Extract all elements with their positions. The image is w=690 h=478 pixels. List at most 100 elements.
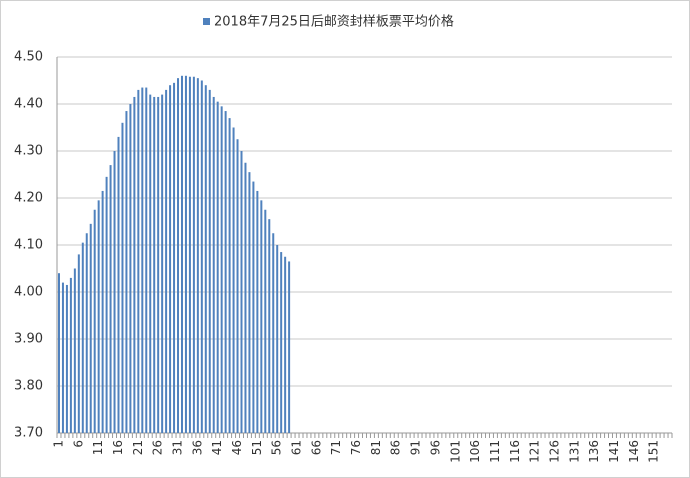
x-tick-label: 36 — [190, 440, 204, 455]
bar — [288, 261, 291, 433]
bar — [284, 256, 287, 433]
bar — [165, 89, 168, 434]
x-tick-label: 31 — [171, 440, 185, 455]
x-tick-label: 111 — [488, 440, 502, 463]
bar — [153, 96, 156, 433]
bar — [121, 122, 124, 434]
y-tick-label: 3.70 — [14, 426, 43, 441]
x-tick-label: 121 — [528, 440, 542, 463]
bar — [216, 101, 219, 434]
bar — [256, 190, 259, 433]
bar — [57, 273, 60, 433]
legend-swatch — [203, 18, 210, 25]
bar — [272, 233, 275, 433]
x-tick-label: 6 — [71, 440, 85, 448]
x-tick-label: 51 — [250, 440, 264, 455]
bar — [61, 282, 64, 433]
bar — [240, 151, 243, 433]
y-tick-label: 3.90 — [14, 332, 43, 347]
bar — [232, 127, 235, 433]
bar — [204, 85, 207, 433]
bar — [260, 200, 263, 433]
bar — [77, 254, 80, 433]
bar — [173, 82, 176, 433]
bar — [89, 223, 92, 433]
bar — [192, 76, 195, 434]
bar — [169, 85, 172, 433]
x-tick-label: 56 — [270, 440, 284, 455]
x-tick-label: 151 — [647, 440, 661, 463]
bar — [212, 96, 215, 433]
x-tick-label: 146 — [627, 440, 641, 463]
bar — [81, 242, 84, 433]
y-tick-label: 4.00 — [14, 285, 43, 300]
bar — [109, 165, 112, 433]
y-tick-label: 4.40 — [14, 97, 43, 112]
bar — [280, 252, 283, 433]
bar — [248, 172, 251, 433]
bar — [224, 111, 227, 434]
x-tick-label: 91 — [409, 440, 423, 455]
x-tick-label: 66 — [309, 440, 323, 455]
bar — [180, 75, 183, 434]
bar — [177, 78, 180, 434]
y-tick-label: 4.30 — [14, 144, 43, 159]
x-tick-label: 71 — [329, 440, 343, 455]
bar — [244, 162, 247, 433]
x-tick-label: 46 — [230, 440, 244, 455]
bar — [85, 233, 88, 433]
x-tick-label: 76 — [349, 440, 363, 455]
y-tick-label: 4.20 — [14, 191, 43, 206]
bar — [196, 78, 199, 434]
bar — [220, 106, 223, 433]
bar — [252, 181, 255, 433]
bar — [208, 89, 211, 434]
bar — [65, 284, 68, 433]
x-tick-label: 1 — [51, 440, 65, 448]
x-tick-label: 116 — [508, 440, 522, 463]
bar — [228, 118, 231, 433]
x-tick-label: 16 — [111, 440, 125, 455]
y-tick-label: 4.10 — [14, 238, 43, 253]
bar — [184, 75, 187, 434]
bar — [137, 89, 140, 434]
bar — [268, 219, 271, 433]
x-tick-label: 11 — [91, 440, 105, 455]
bar — [97, 200, 100, 433]
bar — [157, 96, 160, 433]
bar — [73, 268, 76, 433]
bar — [129, 104, 132, 433]
bar — [69, 277, 72, 433]
x-tick-label: 21 — [131, 440, 145, 455]
y-tick-label: 3.80 — [14, 379, 43, 394]
x-tick-label: 81 — [369, 440, 383, 455]
x-tick-label: 26 — [151, 440, 165, 455]
bar — [93, 209, 96, 433]
bar — [145, 87, 148, 434]
x-tick-label: 106 — [468, 440, 482, 463]
x-tick-label: 86 — [389, 440, 403, 455]
x-tick-label: 131 — [567, 440, 581, 463]
bar — [117, 136, 120, 433]
bar — [161, 94, 164, 433]
y-tick-label: 4.50 — [14, 50, 43, 65]
bar — [113, 151, 116, 433]
bar — [149, 94, 152, 433]
bar — [236, 139, 239, 433]
x-tick-label: 41 — [210, 440, 224, 455]
x-tick-label: 126 — [547, 440, 561, 463]
x-tick-label: 61 — [290, 440, 304, 455]
bar — [200, 80, 203, 433]
bar — [133, 96, 136, 433]
bar — [188, 76, 191, 434]
x-tick-label: 136 — [587, 440, 601, 463]
bar — [105, 176, 108, 433]
bar — [101, 190, 104, 433]
bar — [141, 87, 144, 434]
bar — [264, 209, 267, 433]
bar — [276, 245, 279, 433]
x-tick-label: 96 — [428, 440, 442, 455]
